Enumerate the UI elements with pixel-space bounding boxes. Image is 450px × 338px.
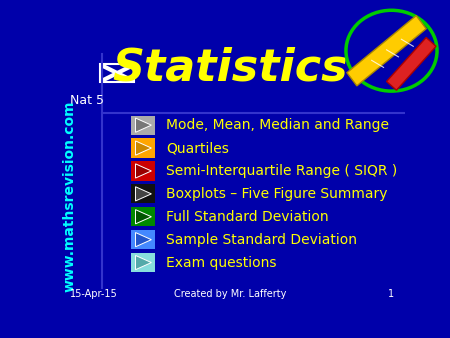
Polygon shape [135, 141, 151, 155]
Polygon shape [135, 210, 151, 224]
Polygon shape [135, 118, 151, 132]
Bar [131, 184, 155, 203]
Text: Full Standard Deviation: Full Standard Deviation [166, 210, 329, 224]
Polygon shape [135, 164, 151, 178]
Text: 15-Apr-15: 15-Apr-15 [70, 289, 118, 299]
Polygon shape [387, 38, 436, 90]
Text: Nat 5: Nat 5 [70, 94, 104, 107]
Bar [131, 207, 155, 226]
Text: Sample Standard Deviation: Sample Standard Deviation [166, 233, 357, 247]
Text: 1: 1 [388, 289, 395, 299]
Bar [131, 253, 155, 272]
Polygon shape [135, 233, 151, 247]
Text: Boxplots – Five Figure Summary: Boxplots – Five Figure Summary [166, 187, 387, 201]
Text: Exam questions: Exam questions [166, 256, 277, 270]
Text: Statistics: Statistics [113, 46, 348, 89]
Bar [131, 139, 155, 158]
Bar [131, 116, 155, 135]
Text: Quartiles: Quartiles [166, 141, 229, 155]
Text: Created by Mr. Lafferty: Created by Mr. Lafferty [175, 289, 287, 299]
Polygon shape [347, 16, 426, 86]
Polygon shape [135, 187, 151, 201]
Bar [100, 64, 135, 82]
Bar [131, 230, 155, 249]
Bar [131, 161, 155, 180]
Polygon shape [135, 256, 151, 270]
Text: Semi-Interquartile Range ( SIQR ): Semi-Interquartile Range ( SIQR ) [166, 164, 397, 178]
Text: www.mathsrevision.com: www.mathsrevision.com [63, 101, 76, 292]
Text: Mode, Mean, Median and Range: Mode, Mean, Median and Range [166, 118, 389, 132]
